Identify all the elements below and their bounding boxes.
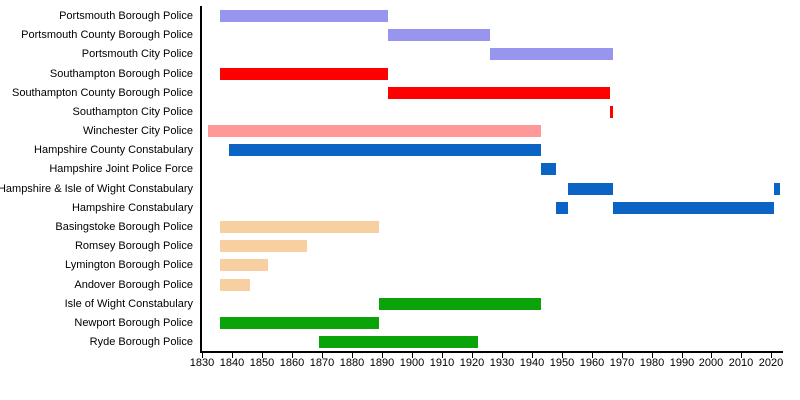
axis-tick bbox=[682, 353, 683, 358]
axis-tick-label: 1910 bbox=[429, 357, 455, 369]
row-label: Southampton County Borough Police bbox=[11, 87, 193, 99]
timeline-bar bbox=[220, 221, 379, 233]
axis-tick-label: 1890 bbox=[369, 357, 395, 369]
y-axis-line bbox=[200, 6, 202, 353]
axis-tick bbox=[352, 353, 353, 358]
timeline-bar bbox=[229, 144, 541, 156]
row-label: Romsey Borough Police bbox=[74, 240, 193, 252]
axis-tick bbox=[532, 353, 533, 358]
timeline-bar bbox=[220, 240, 307, 252]
axis-tick-label: 1990 bbox=[669, 357, 695, 369]
timeline-bar bbox=[220, 68, 388, 80]
axis-tick bbox=[322, 353, 323, 358]
timeline-bar bbox=[387, 29, 490, 41]
axis-tick bbox=[262, 353, 263, 358]
row-label: Portsmouth City Police bbox=[81, 48, 193, 60]
axis-tick-label: 1940 bbox=[519, 357, 545, 369]
axis-tick bbox=[472, 353, 473, 358]
axis-tick bbox=[202, 353, 203, 358]
row-label: Hampshire Constabulary bbox=[71, 202, 193, 214]
axis-tick-label: 2010 bbox=[728, 357, 754, 369]
axis-tick-label: 1930 bbox=[489, 357, 515, 369]
row-label: Southampton Borough Police bbox=[49, 68, 193, 80]
axis-tick bbox=[562, 353, 563, 358]
axis-tick-label: 1980 bbox=[639, 357, 665, 369]
timeline-bar bbox=[489, 48, 613, 60]
row-label: Ryde Borough Police bbox=[89, 336, 193, 348]
axis-tick-label: 1960 bbox=[579, 357, 605, 369]
axis-tick bbox=[502, 353, 503, 358]
axis-tick bbox=[592, 353, 593, 358]
axis-tick-label: 1970 bbox=[609, 357, 635, 369]
axis-tick-label: 1870 bbox=[309, 357, 335, 369]
axis-tick-label: 1860 bbox=[279, 357, 305, 369]
axis-tick-label: 1850 bbox=[249, 357, 275, 369]
axis-tick bbox=[382, 353, 383, 358]
row-label: Hampshire Joint Police Force bbox=[49, 163, 193, 175]
axis-tick bbox=[412, 353, 413, 358]
timeline-bar bbox=[318, 336, 478, 348]
row-label: Hampshire County Constabulary bbox=[34, 144, 193, 156]
row-label: Lymington Borough Police bbox=[64, 259, 193, 271]
row-label: Portsmouth County Borough Police bbox=[21, 29, 193, 41]
axis-tick bbox=[652, 353, 653, 358]
axis-tick-label: 1840 bbox=[219, 357, 245, 369]
row-label: Southampton City Police bbox=[72, 106, 193, 118]
axis-tick-label: 1920 bbox=[459, 357, 485, 369]
timeline-bar bbox=[612, 202, 775, 214]
x-axis-line bbox=[200, 351, 783, 353]
timeline-bar bbox=[609, 106, 613, 118]
axis-tick-label: 2000 bbox=[698, 357, 724, 369]
axis-tick-label: 1950 bbox=[549, 357, 575, 369]
timeline-bar bbox=[220, 317, 379, 329]
axis-tick bbox=[622, 353, 623, 358]
row-label: Winchester City Police bbox=[82, 125, 193, 137]
timeline-bar bbox=[220, 279, 250, 291]
axis-tick bbox=[711, 353, 712, 358]
axis-tick bbox=[771, 353, 772, 358]
row-label: Portsmouth Borough Police bbox=[59, 10, 193, 22]
row-label: Andover Borough Police bbox=[74, 279, 193, 291]
axis-tick bbox=[741, 353, 742, 358]
axis-tick bbox=[232, 353, 233, 358]
timeline-bar bbox=[540, 163, 556, 175]
axis-tick-label: 1880 bbox=[339, 357, 365, 369]
axis-tick bbox=[442, 353, 443, 358]
timeline-bar bbox=[208, 125, 541, 137]
timeline-bar bbox=[220, 259, 268, 271]
timeline-bar bbox=[378, 298, 541, 310]
axis-tick-label: 2020 bbox=[758, 357, 784, 369]
timeline-bar bbox=[387, 87, 610, 99]
axis-tick bbox=[292, 353, 293, 358]
row-label: Basingstoke Borough Police bbox=[55, 221, 193, 233]
timeline-bar bbox=[220, 10, 388, 22]
row-label: Isle of Wight Constabulary bbox=[64, 298, 193, 310]
axis-tick-label: 1830 bbox=[189, 357, 215, 369]
timeline-bar bbox=[774, 183, 781, 195]
row-label: Hampshire & Isle of Wight Constabulary bbox=[0, 183, 193, 195]
timeline-bar bbox=[555, 202, 568, 214]
timeline-bar bbox=[567, 183, 613, 195]
row-label: Newport Borough Police bbox=[74, 317, 193, 329]
axis-tick-label: 1900 bbox=[399, 357, 425, 369]
